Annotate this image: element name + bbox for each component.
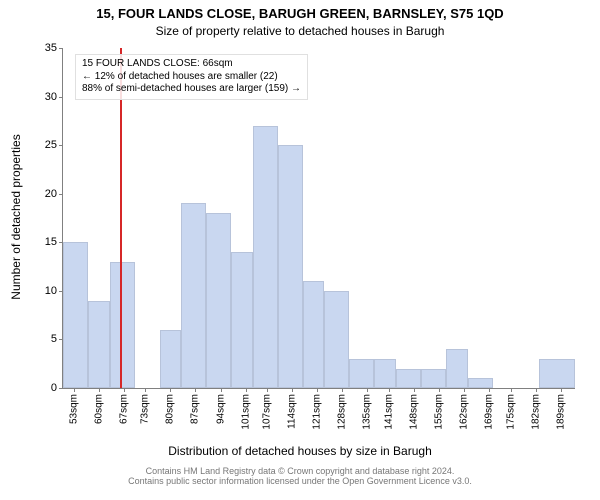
histogram-bar [539, 359, 575, 388]
y-tick [59, 97, 63, 98]
x-tick-label: 135sqm [362, 394, 373, 430]
chart-root: 15, FOUR LANDS CLOSE, BARUGH GREEN, BARN… [0, 0, 600, 500]
footer-line-2: Contains public sector information licen… [0, 476, 600, 486]
y-tick-label: 20 [45, 188, 57, 200]
x-tick-label: 121sqm [312, 394, 323, 430]
x-tick-label: 53sqm [68, 394, 79, 424]
x-tick [561, 388, 562, 392]
annotation-line: 15 FOUR LANDS CLOSE: 66sqm [82, 58, 301, 71]
histogram-bar [206, 213, 231, 388]
x-tick-label: 155sqm [433, 394, 444, 430]
histogram-bar [468, 378, 493, 388]
y-tick [59, 48, 63, 49]
x-tick [342, 388, 343, 392]
chart-subtitle: Size of property relative to detached ho… [0, 24, 600, 38]
y-tick-label: 30 [45, 91, 57, 103]
x-tick [267, 388, 268, 392]
x-tick [317, 388, 318, 392]
x-tick-label: 175sqm [505, 394, 516, 430]
x-tick [170, 388, 171, 392]
annotation-line: 88% of semi-detached houses are larger (… [82, 83, 301, 96]
x-tick [439, 388, 440, 392]
x-tick [195, 388, 196, 392]
x-tick-label: 169sqm [484, 394, 495, 430]
x-tick-label: 189sqm [555, 394, 566, 430]
histogram-bar [231, 252, 252, 388]
x-tick-label: 141sqm [383, 394, 394, 430]
footer-attribution: Contains HM Land Registry data © Crown c… [0, 466, 600, 486]
histogram-bar [374, 359, 395, 388]
y-tick-label: 25 [45, 139, 57, 151]
histogram-bar [446, 349, 467, 388]
histogram-bar [160, 330, 181, 388]
plot-area: 0510152025303553sqm60sqm67sqm73sqm80sqm8… [62, 48, 575, 389]
x-tick-label: 67sqm [118, 394, 129, 424]
histogram-bar [349, 359, 374, 388]
x-tick [246, 388, 247, 392]
x-axis-title: Distribution of detached houses by size … [0, 444, 600, 458]
y-tick-label: 15 [45, 236, 57, 248]
y-tick-label: 5 [51, 333, 57, 345]
x-tick [489, 388, 490, 392]
x-tick-label: 94sqm [215, 394, 226, 424]
y-tick [59, 194, 63, 195]
y-tick-label: 10 [45, 285, 57, 297]
x-tick [74, 388, 75, 392]
x-tick [221, 388, 222, 392]
x-tick-label: 162sqm [459, 394, 470, 430]
x-tick-label: 182sqm [530, 394, 541, 430]
histogram-bar [324, 291, 349, 388]
x-tick [464, 388, 465, 392]
histogram-bar [278, 145, 303, 388]
x-tick [367, 388, 368, 392]
x-tick-label: 107sqm [262, 394, 273, 430]
y-axis-title: Number of detached properties [9, 117, 23, 317]
y-tick-label: 35 [45, 42, 57, 54]
y-tick-label: 0 [51, 382, 57, 394]
histogram-bar [253, 126, 278, 388]
histogram-bar [181, 203, 206, 388]
y-tick [59, 388, 63, 389]
histogram-bar [303, 281, 324, 388]
x-tick-label: 148sqm [408, 394, 419, 430]
x-tick-label: 60sqm [93, 394, 104, 424]
annotation-box: 15 FOUR LANDS CLOSE: 66sqm← 12% of detac… [75, 54, 308, 100]
x-tick-label: 80sqm [165, 394, 176, 424]
annotation-line: ← 12% of detached houses are smaller (22… [82, 71, 301, 84]
x-tick [536, 388, 537, 392]
x-tick-label: 73sqm [140, 394, 151, 424]
histogram-bar [63, 242, 88, 388]
y-tick [59, 145, 63, 146]
x-tick-label: 101sqm [240, 394, 251, 430]
x-tick [414, 388, 415, 392]
x-tick-label: 114sqm [287, 394, 298, 429]
x-tick [124, 388, 125, 392]
histogram-bar [88, 301, 109, 388]
chart-title: 15, FOUR LANDS CLOSE, BARUGH GREEN, BARN… [0, 6, 600, 21]
x-tick [511, 388, 512, 392]
x-tick [145, 388, 146, 392]
histogram-bar [421, 369, 446, 388]
x-tick [389, 388, 390, 392]
x-tick [99, 388, 100, 392]
x-tick-label: 87sqm [190, 394, 201, 424]
histogram-bar [396, 369, 421, 388]
x-tick-label: 128sqm [337, 394, 348, 430]
x-tick [292, 388, 293, 392]
footer-line-1: Contains HM Land Registry data © Crown c… [0, 466, 600, 476]
